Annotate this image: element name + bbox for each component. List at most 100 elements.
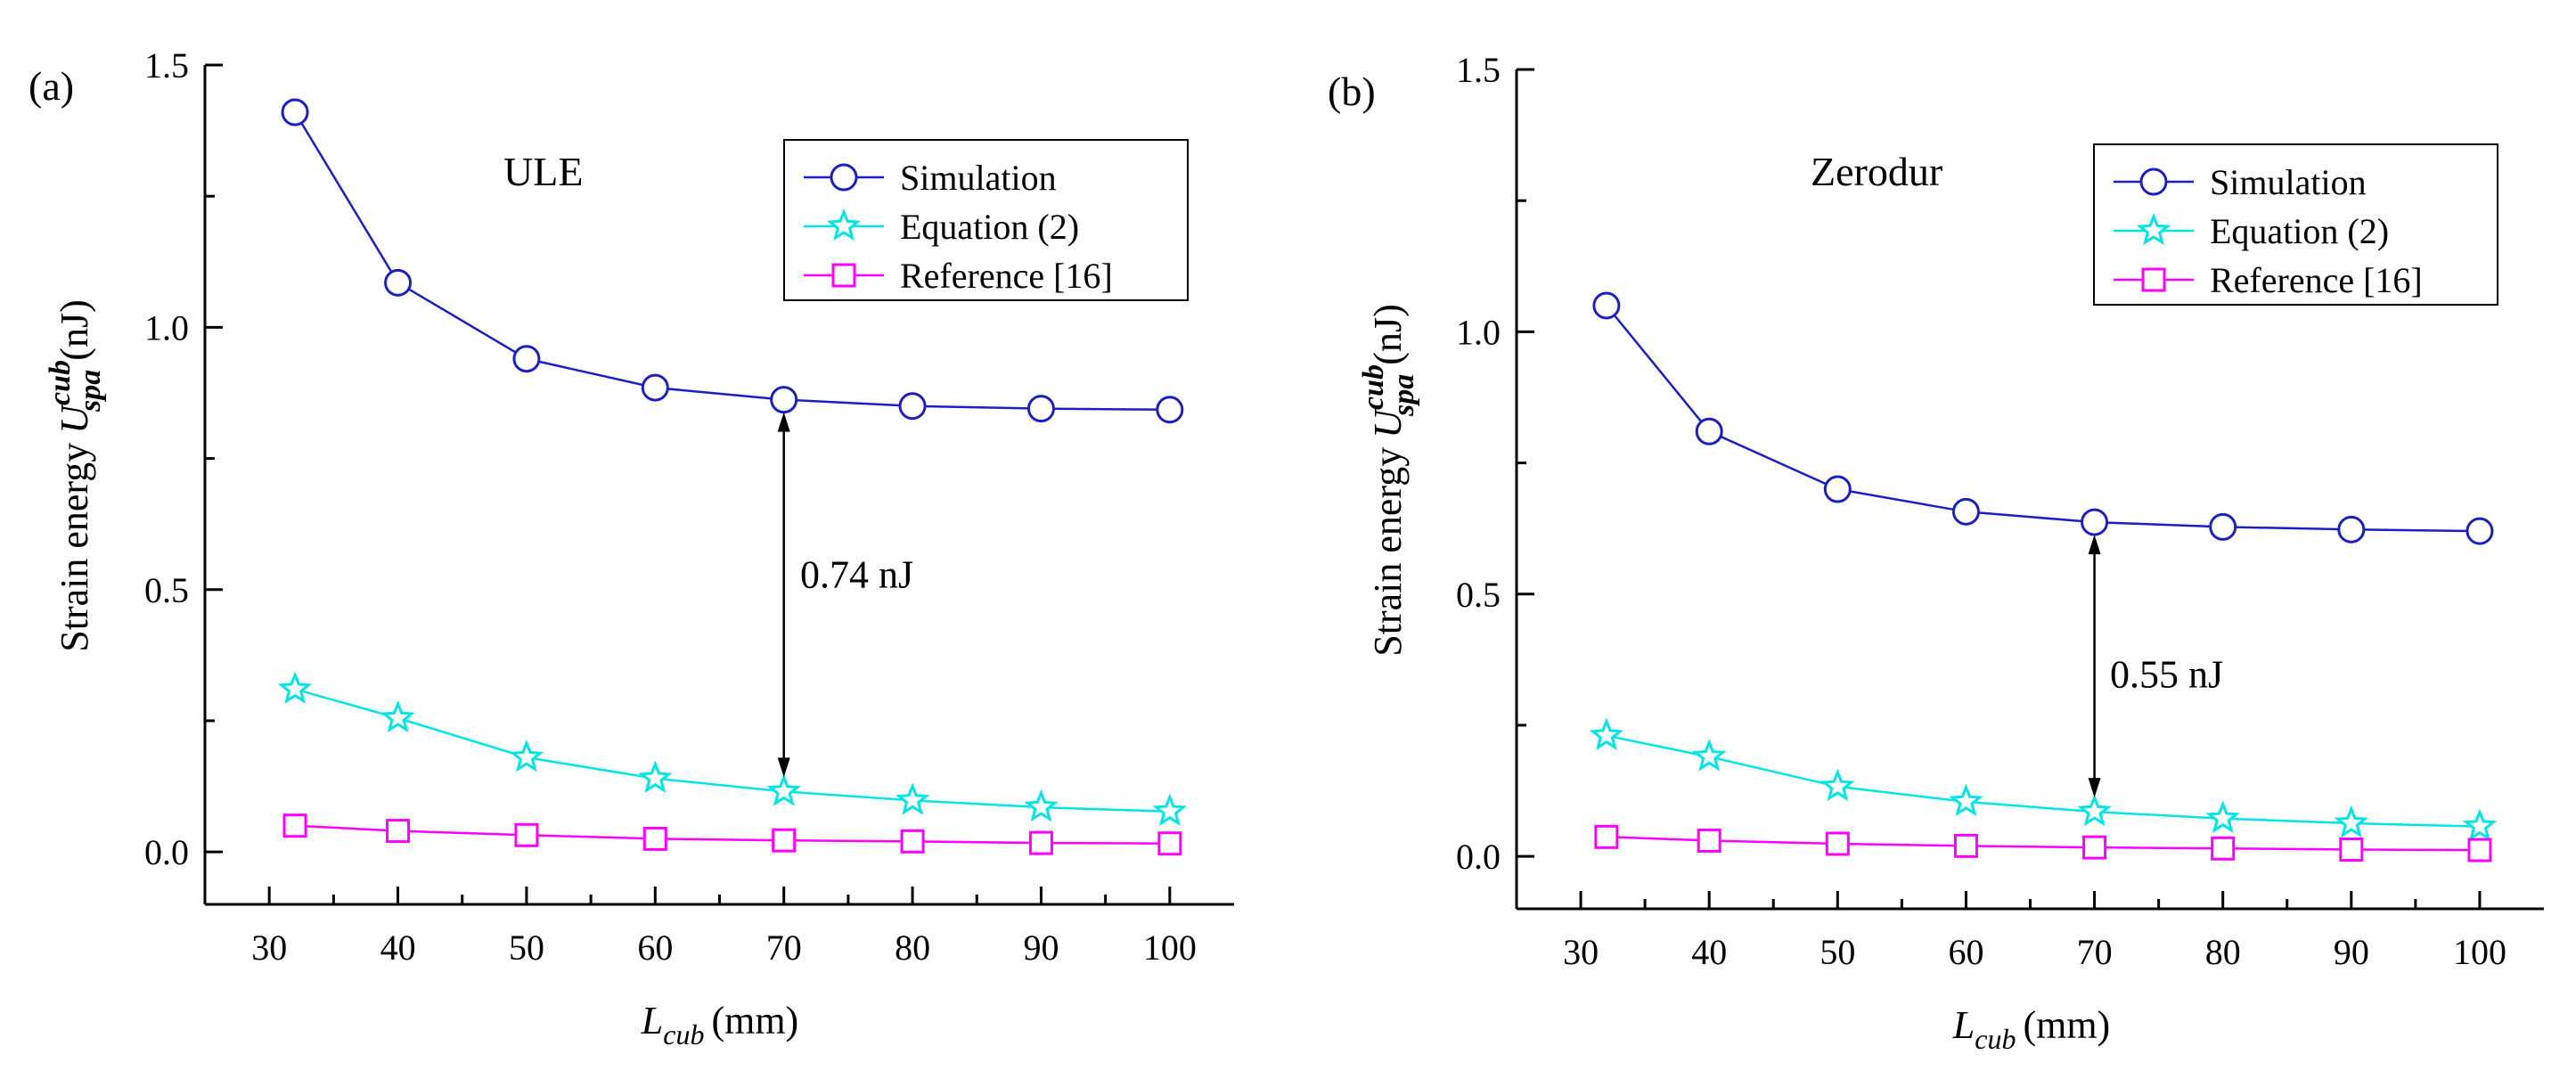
data-point-circle (2466, 517, 2494, 545)
data-point-star (2334, 805, 2368, 838)
legend-label: Simulation (900, 158, 1057, 198)
series-line-star (1606, 734, 2480, 828)
data-point-square (1825, 831, 1850, 856)
data-point-circle (1156, 396, 1184, 424)
legend-marker-square (831, 263, 856, 288)
y-label-sup: cub (44, 360, 77, 405)
x-label-unit: (mm) (711, 999, 798, 1042)
legend-marker-square (2141, 267, 2166, 292)
x-tick-label: 60 (637, 928, 673, 968)
data-point-star (1589, 717, 1623, 751)
data-point-square (1028, 830, 1053, 855)
x-tick-label: 70 (2077, 932, 2113, 972)
x-tick-label: 80 (895, 928, 930, 968)
y-label-main: U (53, 403, 96, 434)
x-tick-label: 40 (1691, 932, 1727, 972)
data-point-star (1692, 739, 1727, 772)
data-point-star (1949, 783, 1983, 817)
legend-item-circle: Simulation (2114, 162, 2367, 202)
difference-label: 0.55 nJ (2110, 653, 2223, 697)
data-point-square (2339, 837, 2364, 862)
y-label-prefix: Strain energy (1366, 447, 1410, 657)
data-point-circle (1592, 291, 1621, 320)
legend-label: Reference [16] (900, 256, 1113, 296)
x-tick-label: 30 (1563, 932, 1599, 972)
series-line-square (295, 824, 1170, 845)
y-label-prefix: Strain energy (53, 443, 96, 652)
legend: Simulation Equation (2) Reference [16] (783, 139, 1189, 301)
data-point-square (1594, 824, 1619, 849)
data-point-circle (512, 345, 541, 373)
data-point-star (2462, 808, 2498, 841)
data-point-square (2467, 838, 2492, 862)
chart-panel-b: 0.0 0.5 1.0 1.5 30 40 50 60 70 80 90 100 0.55 nJ (b) Z… (1328, 50, 2544, 1055)
y-tick-label: 0.5 (144, 570, 189, 610)
data-point-star (277, 671, 313, 704)
panel-label: (b) (1328, 69, 1376, 114)
material-title: Zerodur (1811, 149, 1942, 194)
legend-marker-circle (2139, 168, 2168, 196)
material-title: ULE (503, 149, 583, 194)
data-point-star (895, 782, 930, 815)
data-point-square (2082, 835, 2107, 860)
data-point-square (772, 828, 797, 853)
data-point-star (380, 699, 415, 733)
y-label-main: U (1366, 407, 1410, 438)
chart-panel-a: 0.0 0.5 1.0 1.5 30 40 50 60 70 80 90 100 0.74 nJ (a) U… (29, 45, 1234, 1050)
data-point-circle (770, 386, 798, 414)
y-label-sub: spa (1387, 374, 1420, 417)
x-tick-label: 50 (509, 928, 544, 968)
x-label-sub: cub (663, 1018, 704, 1050)
x-tick-label: 40 (380, 928, 416, 968)
x-axis-label: Lcub (mm) (641, 999, 798, 1050)
y-label-sub: spa (74, 370, 107, 413)
data-point-square (514, 822, 539, 847)
arrowhead-down (777, 757, 790, 778)
y-tick-label: 1.0 (144, 307, 189, 347)
y-tick-label: 1.5 (1456, 50, 1501, 90)
data-point-circle (281, 98, 309, 127)
data-point-square (1953, 833, 1978, 858)
x-label-main: L (641, 999, 663, 1042)
data-point-star (2205, 800, 2240, 834)
x-tick-label: 70 (766, 928, 802, 968)
legend-label: Equation (2) (2210, 211, 2389, 251)
data-point-circle (1823, 475, 1852, 503)
legend: Simulation Equation (2) Reference [16] (2093, 143, 2498, 306)
data-point-square (1157, 831, 1182, 856)
x-tick-label: 80 (2205, 932, 2241, 972)
legend-item-star: Equation (2) (804, 207, 1079, 247)
y-tick-label: 0.0 (1456, 837, 1501, 877)
legend-item-square: Reference [16] (2114, 260, 2423, 300)
panel-label: (a) (29, 63, 74, 109)
data-point-square (386, 819, 411, 844)
data-point-star (766, 773, 801, 806)
x-tick-label: 90 (2334, 932, 2369, 972)
legend-label: Simulation (2210, 162, 2367, 202)
y-label-unit: (nJ) (1366, 304, 1410, 364)
y-axis-label: Strain energy Ucubspa (nJ) (1357, 304, 1420, 656)
data-point-star (638, 760, 673, 793)
data-point-square (2211, 836, 2236, 861)
data-point-circle (1951, 497, 1980, 526)
y-label-sup: cub (1357, 364, 1390, 410)
y-axis-label: Strain energy Ucubspa (nJ) (44, 299, 107, 651)
x-label-main: L (1952, 1003, 1975, 1047)
data-point-circle (641, 373, 669, 402)
data-point-circle (1695, 417, 1723, 445)
y-label-unit: (nJ) (53, 299, 96, 360)
series-line-circle (294, 111, 1170, 412)
legend-item-square: Reference [16] (804, 256, 1113, 296)
data-point-star (1152, 793, 1187, 826)
x-tick-label: 30 (251, 928, 287, 968)
arrowhead-up (2088, 535, 2101, 555)
y-tick-label: 0.5 (1456, 575, 1501, 615)
x-tick-label: 100 (2453, 932, 2506, 972)
y-tick-label: 1.0 (1456, 312, 1501, 352)
data-point-circle (2337, 515, 2366, 544)
x-tick-label: 50 (1820, 932, 1855, 972)
data-point-star (509, 740, 544, 772)
legend-marker-circle (830, 163, 858, 192)
data-point-star (1820, 768, 1855, 802)
